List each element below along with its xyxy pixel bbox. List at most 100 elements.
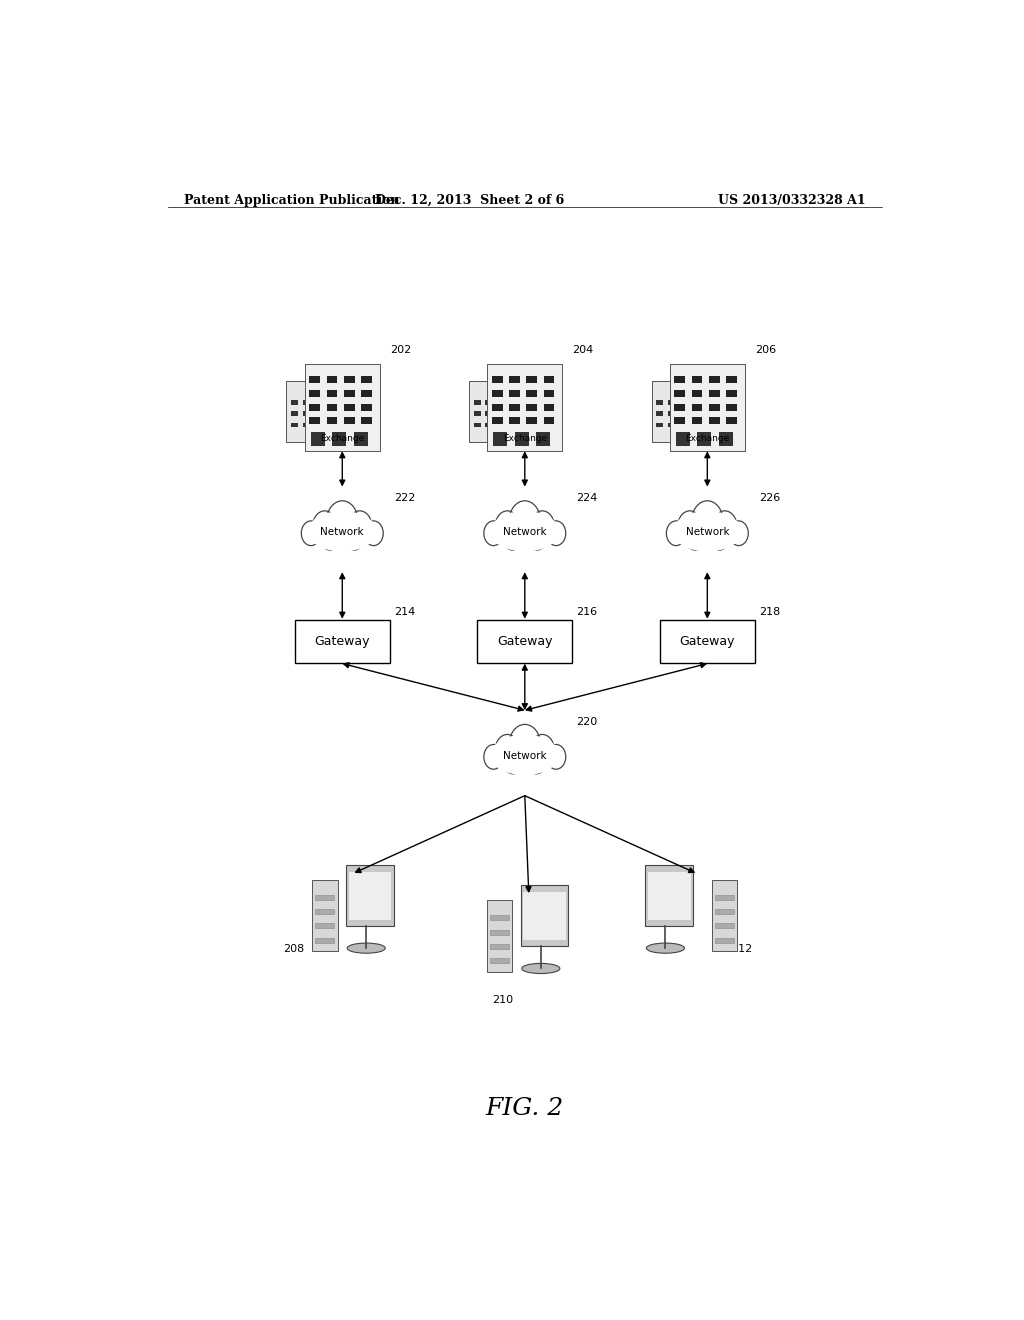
- FancyBboxPatch shape: [526, 404, 538, 411]
- FancyBboxPatch shape: [309, 376, 321, 383]
- FancyBboxPatch shape: [327, 417, 337, 425]
- Text: Network: Network: [685, 528, 729, 537]
- FancyBboxPatch shape: [344, 389, 354, 397]
- FancyBboxPatch shape: [675, 417, 685, 425]
- Circle shape: [343, 523, 365, 550]
- Ellipse shape: [646, 942, 684, 953]
- FancyBboxPatch shape: [315, 924, 335, 928]
- Circle shape: [496, 734, 519, 766]
- FancyBboxPatch shape: [691, 389, 702, 397]
- Circle shape: [503, 746, 524, 774]
- Circle shape: [547, 521, 565, 545]
- FancyBboxPatch shape: [361, 389, 372, 397]
- Circle shape: [525, 523, 547, 550]
- Ellipse shape: [490, 735, 559, 775]
- FancyBboxPatch shape: [474, 422, 480, 428]
- Circle shape: [515, 746, 535, 771]
- FancyBboxPatch shape: [526, 389, 538, 397]
- FancyBboxPatch shape: [509, 417, 520, 425]
- FancyBboxPatch shape: [659, 620, 755, 663]
- Circle shape: [348, 511, 372, 541]
- Text: Patent Application Publication: Patent Application Publication: [183, 194, 399, 207]
- FancyBboxPatch shape: [726, 389, 737, 397]
- FancyBboxPatch shape: [651, 381, 682, 442]
- FancyBboxPatch shape: [361, 404, 372, 411]
- FancyBboxPatch shape: [709, 389, 720, 397]
- Ellipse shape: [522, 964, 560, 974]
- FancyBboxPatch shape: [656, 422, 664, 428]
- FancyBboxPatch shape: [492, 389, 503, 397]
- FancyBboxPatch shape: [648, 873, 690, 920]
- Text: FIG. 2: FIG. 2: [485, 1097, 564, 1121]
- FancyBboxPatch shape: [485, 412, 493, 416]
- FancyBboxPatch shape: [668, 400, 675, 405]
- Circle shape: [509, 725, 541, 764]
- FancyBboxPatch shape: [304, 364, 380, 450]
- FancyBboxPatch shape: [295, 620, 390, 663]
- Circle shape: [496, 511, 519, 541]
- Text: 222: 222: [394, 492, 415, 503]
- Text: Network: Network: [503, 528, 547, 537]
- FancyBboxPatch shape: [353, 433, 368, 446]
- Ellipse shape: [673, 511, 741, 552]
- FancyBboxPatch shape: [327, 376, 337, 383]
- FancyBboxPatch shape: [675, 376, 685, 383]
- Text: 226: 226: [759, 492, 780, 503]
- FancyBboxPatch shape: [544, 389, 554, 397]
- FancyBboxPatch shape: [312, 880, 338, 952]
- FancyBboxPatch shape: [492, 404, 503, 411]
- FancyBboxPatch shape: [469, 381, 499, 442]
- FancyBboxPatch shape: [315, 937, 335, 942]
- FancyBboxPatch shape: [344, 376, 354, 383]
- Circle shape: [509, 500, 541, 541]
- FancyBboxPatch shape: [526, 376, 538, 383]
- FancyBboxPatch shape: [348, 873, 391, 920]
- Circle shape: [708, 523, 730, 550]
- FancyBboxPatch shape: [287, 381, 316, 442]
- FancyBboxPatch shape: [715, 924, 734, 928]
- FancyBboxPatch shape: [327, 404, 337, 411]
- FancyBboxPatch shape: [709, 376, 720, 383]
- FancyBboxPatch shape: [474, 400, 480, 405]
- Text: Exchange: Exchange: [503, 434, 547, 444]
- FancyBboxPatch shape: [309, 417, 321, 425]
- FancyBboxPatch shape: [291, 412, 298, 416]
- Text: Exchange: Exchange: [321, 434, 365, 444]
- Text: US 2013/0332328 A1: US 2013/0332328 A1: [719, 194, 866, 207]
- Circle shape: [685, 523, 707, 550]
- FancyBboxPatch shape: [486, 900, 512, 972]
- Text: 210: 210: [492, 995, 513, 1005]
- Circle shape: [525, 746, 547, 774]
- FancyBboxPatch shape: [709, 417, 720, 425]
- Circle shape: [364, 521, 383, 545]
- FancyBboxPatch shape: [715, 895, 734, 900]
- FancyBboxPatch shape: [675, 389, 685, 397]
- FancyBboxPatch shape: [509, 404, 520, 411]
- FancyBboxPatch shape: [327, 389, 337, 397]
- FancyBboxPatch shape: [526, 417, 538, 425]
- Text: Exchange: Exchange: [685, 434, 729, 444]
- FancyBboxPatch shape: [715, 909, 734, 915]
- FancyBboxPatch shape: [726, 404, 737, 411]
- FancyBboxPatch shape: [645, 865, 693, 925]
- FancyBboxPatch shape: [309, 389, 321, 397]
- FancyBboxPatch shape: [311, 433, 325, 446]
- FancyBboxPatch shape: [691, 417, 702, 425]
- Circle shape: [713, 511, 737, 541]
- Ellipse shape: [490, 511, 559, 552]
- Text: 202: 202: [390, 345, 412, 355]
- FancyBboxPatch shape: [487, 364, 562, 450]
- Text: 212: 212: [731, 944, 753, 954]
- FancyBboxPatch shape: [485, 400, 493, 405]
- Circle shape: [547, 744, 565, 770]
- FancyBboxPatch shape: [726, 376, 737, 383]
- FancyBboxPatch shape: [346, 865, 394, 925]
- FancyBboxPatch shape: [303, 422, 309, 428]
- FancyBboxPatch shape: [494, 433, 507, 446]
- FancyBboxPatch shape: [697, 433, 712, 446]
- FancyBboxPatch shape: [544, 404, 554, 411]
- FancyBboxPatch shape: [477, 620, 572, 663]
- Circle shape: [530, 511, 554, 541]
- FancyBboxPatch shape: [303, 400, 309, 405]
- Circle shape: [667, 521, 686, 545]
